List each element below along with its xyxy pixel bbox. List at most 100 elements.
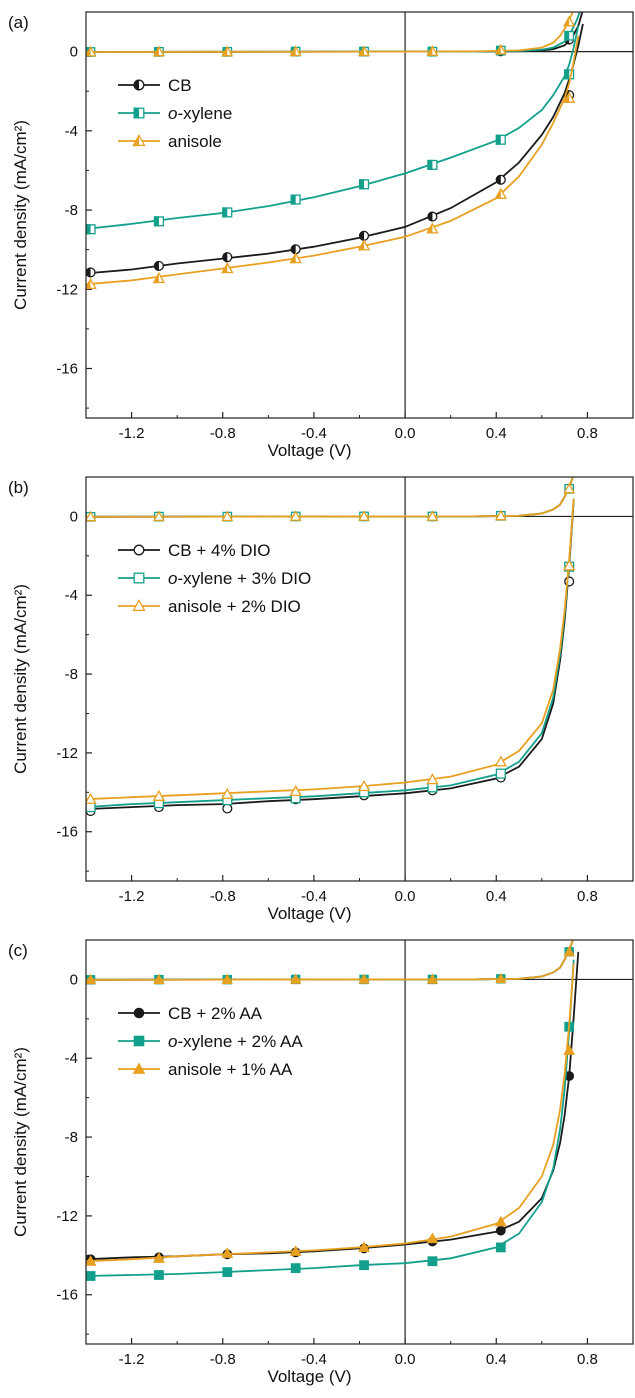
x-axis-title: Voltage (V): [267, 1367, 351, 1386]
light-marker: [86, 802, 96, 813]
dark-curve: [86, 477, 574, 518]
dark-marker: [563, 15, 576, 27]
light-marker: [358, 1241, 370, 1252]
dark-marker: [358, 973, 370, 984]
dark-marker: [564, 30, 575, 41]
light-marker: [426, 1232, 439, 1244]
legend-label: CB + 4% DIO: [168, 541, 271, 560]
plot-frame: [85, 11, 634, 419]
light-marker: [563, 559, 576, 571]
series-3: [86, 940, 576, 1266]
x-tick-label: -0.4: [301, 425, 327, 442]
light-marker: [221, 1247, 234, 1258]
light-marker: [153, 260, 164, 271]
light-marker: [564, 69, 575, 80]
dark-marker: [563, 945, 575, 957]
dark-marker: [86, 510, 97, 522]
x-tick-label: 0.0: [395, 1351, 416, 1368]
light-marker: [153, 1252, 165, 1263]
plot-area: [86, 12, 584, 290]
dark-curve: [86, 12, 581, 53]
x-tick-label: 0.4: [486, 888, 507, 905]
dark-marker: [563, 482, 576, 494]
y-tick-label: -16: [56, 1287, 78, 1304]
legend-label: CB + 2% AA: [168, 1004, 263, 1023]
light-marker: [154, 1270, 164, 1280]
legend-label: o-xylene: [168, 104, 232, 123]
x-tick-label: -0.4: [301, 888, 327, 905]
legend: CB o-xylene anisole: [118, 76, 232, 151]
light-marker: [427, 159, 438, 170]
light-marker: [222, 803, 233, 814]
dark-marker: [221, 973, 233, 984]
y-axis-title: Current density (mA/cm²): [11, 584, 30, 774]
y-tick-label: -16: [56, 360, 78, 377]
legend: CB + 2% AA o-xylene + 2% AA anisole + 1% A…: [118, 1004, 303, 1079]
dark-marker: [426, 973, 439, 984]
light-marker: [359, 230, 370, 241]
dark-marker: [152, 45, 165, 57]
light-marker: [289, 784, 302, 797]
dark-marker: [289, 510, 302, 521]
legend-marker: [132, 1062, 146, 1074]
y-tick-label: -12: [56, 1208, 78, 1225]
y-tick-label: 0: [70, 44, 78, 61]
light-curve: [86, 963, 575, 1263]
light-curve: [86, 951, 580, 1261]
plot-frame: [85, 939, 634, 1345]
series-1: [86, 940, 580, 1265]
panel-label: (a): [8, 13, 29, 32]
axis-ticks: [86, 978, 589, 1344]
legend-marker: [133, 544, 145, 556]
legend-marker: [133, 1007, 145, 1019]
light-marker: [495, 134, 506, 145]
light-marker: [427, 211, 438, 222]
dark-marker: [494, 43, 507, 55]
x-axis-title: Voltage (V): [267, 904, 351, 923]
light-marker: [426, 222, 439, 234]
dark-marker: [221, 510, 234, 522]
panel-label: (c): [8, 941, 28, 960]
plot-area: [86, 940, 580, 1281]
y-tick-label: -4: [65, 587, 78, 604]
dark-marker: [290, 973, 302, 984]
dark-marker: [426, 510, 439, 521]
light-marker: [359, 179, 370, 190]
light-marker: [289, 252, 302, 264]
light-marker: [152, 789, 166, 801]
x-tick-label: 0.0: [395, 888, 416, 905]
dark-marker: [358, 510, 370, 521]
x-tick-label: -1.2: [119, 425, 145, 442]
panel-label: (b): [8, 478, 29, 497]
light-marker: [86, 1255, 97, 1266]
y-tick-label: -12: [56, 745, 78, 762]
x-tick-label: -1.2: [119, 1351, 145, 1368]
light-marker: [86, 792, 97, 804]
x-tick-label: 0.4: [486, 1351, 507, 1368]
legend-label: anisole + 1% AA: [168, 1060, 293, 1079]
light-curve: [86, 959, 575, 1277]
light-marker: [86, 224, 96, 235]
panel-1: -1.2 -0.8 -0.4 0.0 0.4 0.8 0 -4 -8 -12 -16 CB o-xyle…: [8, 11, 634, 460]
light-marker: [290, 1263, 301, 1274]
x-tick-label: 0.8: [577, 888, 598, 905]
dark-marker: [289, 45, 302, 57]
light-marker: [563, 91, 576, 103]
light-marker: [86, 1271, 96, 1281]
x-tick-label: 0.4: [486, 425, 507, 442]
light-marker: [427, 782, 438, 793]
series-2: [86, 12, 581, 235]
light-marker: [495, 768, 506, 779]
legend-label: o-xylene + 2% AA: [168, 1032, 303, 1051]
light-marker: [494, 187, 507, 199]
legend-label: anisole + 2% DIO: [168, 597, 301, 616]
x-tick-label: -0.8: [210, 1351, 236, 1368]
y-tick-label: -12: [56, 281, 78, 298]
light-marker: [357, 239, 371, 251]
legend-marker: [133, 1035, 145, 1047]
y-tick-label: -4: [65, 1050, 78, 1067]
light-marker: [86, 267, 96, 278]
plot-area: [86, 477, 576, 817]
light-marker: [222, 252, 233, 263]
